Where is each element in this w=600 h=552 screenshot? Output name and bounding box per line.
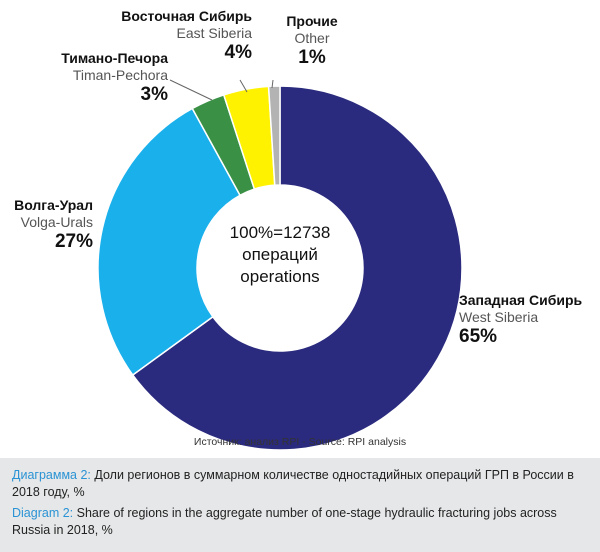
caption-en: Diagram 2: Share of regions in the aggre… [12, 505, 588, 539]
center-unit-ru: операций [242, 245, 318, 264]
label-east-siberia-ru: Восточная Сибирь [121, 8, 252, 24]
source-note: Источник: анализ RPI - Source: RPI analy… [193, 436, 407, 448]
label-east-siberia-value: 4% [224, 42, 252, 63]
label-timan-pechora: Тимано-Печора Timan-Pechora 3% [61, 50, 168, 106]
label-other: Прочие Other 1% [270, 13, 354, 69]
label-west-siberia: Западная Сибирь West Siberia 65% [459, 292, 582, 348]
caption-en-text: Share of regions in the aggregate number… [12, 506, 557, 537]
label-volga-urals-value: 27% [54, 231, 93, 252]
donut-svg [97, 79, 463, 451]
center-unit-en: operations [240, 267, 320, 286]
label-west-siberia-value: 65% [459, 326, 498, 347]
donut-center-label: 100%=12738 операций operations [215, 222, 345, 288]
slice-west-siberia [131, 85, 463, 451]
center-total: 100%=12738 [229, 223, 331, 242]
slice-volga-urals [97, 107, 242, 377]
label-other-value: 1% [298, 47, 326, 68]
figure-caption: Диаграмма 2: Доли регионов в суммарном к… [0, 458, 600, 552]
caption-en-label: Diagram 2: [12, 506, 74, 520]
label-east-siberia-en: East Siberia [176, 25, 252, 41]
caption-ru-label: Диаграмма 2: [12, 468, 91, 482]
leader-line-other [271, 79, 274, 89]
caption-ru: Диаграмма 2: Доли регионов в суммарном к… [12, 467, 588, 501]
label-east-siberia: Восточная Сибирь East Siberia 4% [121, 8, 252, 64]
donut-chart: 100%=12738 операций operations Западная … [14, 8, 582, 451]
label-volga-urals-ru: Волга-Урал [14, 197, 93, 213]
label-timan-pechora-value: 3% [140, 84, 168, 105]
label-west-siberia-en: West Siberia [459, 309, 539, 325]
label-other-ru: Прочие [286, 13, 338, 29]
caption-ru-text: Доли регионов в суммарном количестве одн… [12, 468, 574, 499]
label-timan-pechora-ru: Тимано-Печора [61, 50, 168, 66]
label-volga-urals-en: Volga-Urals [20, 214, 93, 230]
label-other-en: Other [294, 30, 330, 46]
leader-line-east-siberia [239, 79, 248, 93]
leader-line-timan-pechora [169, 79, 213, 101]
label-volga-urals: Волга-Урал Volga-Urals 27% [14, 197, 93, 253]
label-west-siberia-ru: Западная Сибирь [459, 292, 583, 308]
label-timan-pechora-en: Timan-Pechora [72, 67, 168, 83]
